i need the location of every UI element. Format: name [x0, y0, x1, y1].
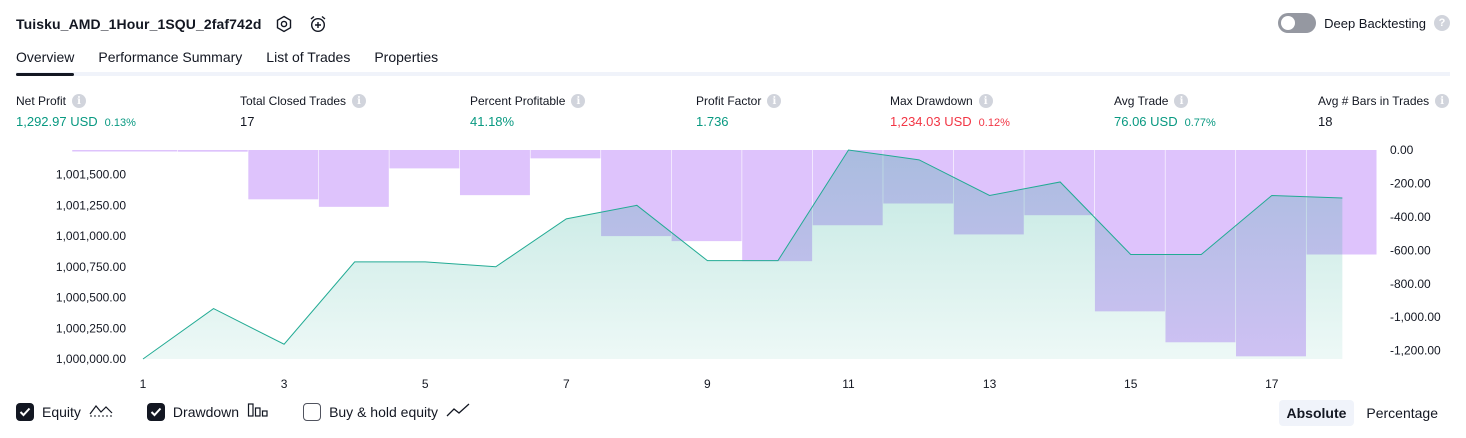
tab-performance-summary[interactable]: Performance Summary — [98, 49, 243, 65]
metric-value: 76.06 USD — [1114, 114, 1178, 129]
info-icon[interactable]: i — [1435, 94, 1450, 108]
tab-list-of-trades[interactable]: List of Trades — [266, 49, 351, 65]
strategy-name: Tuisku_AMD_1Hour_1SQU_2faf742d — [16, 16, 262, 32]
drawdown-bar — [318, 150, 389, 207]
chart-legend: Equity Drawdown Buy & hold equity — [16, 402, 504, 421]
metric-net-profit: Net Profit i 1,292.97 USD 0.13% — [16, 93, 136, 129]
drawdown-checkbox[interactable] — [146, 402, 165, 421]
metric-label: Net Profit — [16, 94, 67, 108]
metric-max-drawdown: Max Drawdown i 1,234.03 USD 0.12% — [890, 93, 1010, 129]
info-icon[interactable]: i — [978, 94, 993, 108]
percentage-button[interactable]: Percentage — [1366, 405, 1438, 421]
right-axis-tick: -800.00 — [1390, 277, 1431, 291]
equity-checkbox[interactable] — [16, 402, 34, 421]
report-tabs: Overview Performance Summary List of Tra… — [16, 42, 1450, 76]
legend-equity[interactable]: Equity — [16, 402, 113, 421]
left-axis-tick: 1,001,000.00 — [56, 229, 126, 243]
equity-line — [142, 149, 1343, 360]
metric-label: Profit Factor — [696, 94, 762, 108]
x-axis-tick: 17 — [1265, 377, 1279, 391]
tab-overview[interactable]: Overview — [16, 42, 75, 76]
metric-label: Avg Trade — [1114, 94, 1169, 108]
drawdown-bar — [671, 150, 742, 242]
alarm-add-icon[interactable] — [307, 13, 329, 35]
x-axis-tick: 11 — [842, 377, 855, 391]
metric-percent-profitable: Percent Profitable i 41.18% — [470, 93, 586, 129]
metric-percent: 0.77% — [1184, 117, 1216, 129]
legend-drawdown[interactable]: Drawdown — [146, 402, 269, 421]
metric-avg-trade: Avg Trade i 76.06 USD 0.77% — [1114, 93, 1216, 129]
right-axis-tick: -400.00 — [1390, 210, 1431, 224]
right-axis-tick: -1,200.00 — [1390, 344, 1441, 358]
left-axis-tick: 1,000,500.00 — [56, 291, 126, 305]
legend-label: Drawdown — [172, 403, 240, 420]
drawdown-bar — [530, 150, 601, 159]
right-axis-tick: -200.00 — [1390, 176, 1431, 190]
strategy-header: Tuisku_AMD_1Hour_1SQU_2faf742d — [16, 12, 329, 36]
settings-icon[interactable] — [273, 13, 295, 35]
help-icon[interactable]: ? — [1434, 15, 1450, 31]
metric-label: Avg # Bars in Trades — [1318, 94, 1430, 108]
left-axis-tick: 1,000,250.00 — [56, 321, 126, 335]
drawdown-bars-icon — [247, 402, 269, 421]
metric-value: 1,234.03 USD — [890, 114, 972, 129]
legend-label: Buy & hold equity — [329, 403, 439, 420]
metric-value: 17 — [240, 114, 255, 129]
right-axis-tick: -1,000.00 — [1390, 310, 1441, 324]
drawdown-bar — [459, 150, 530, 196]
info-icon[interactable]: i — [1174, 94, 1189, 108]
metric-value: 1.736 — [696, 114, 729, 129]
buy-hold-checkbox[interactable] — [303, 402, 322, 421]
metric-percent: 0.12% — [978, 117, 1010, 129]
metric-profit-factor: Profit Factor i 1.736 — [696, 93, 782, 129]
absolute-button[interactable]: Absolute — [1278, 400, 1355, 426]
metric-label: Total Closed Trades — [240, 94, 347, 108]
deep-backtesting: Deep Backtesting ? — [1278, 13, 1450, 33]
drawdown-bar — [72, 150, 178, 152]
metrics-row: Net Profit i 1,292.97 USD 0.13% Total Clos… — [0, 93, 1466, 133]
x-axis-tick: 7 — [563, 377, 570, 391]
metric-label: Max Drawdown — [890, 94, 973, 108]
drawdown-bar — [248, 150, 319, 200]
metric-value: 1,292.97 USD — [16, 114, 98, 129]
drawdown-bar — [389, 150, 460, 169]
info-icon[interactable]: i — [72, 94, 87, 108]
info-icon[interactable]: i — [767, 94, 782, 108]
right-axis-tick: -600.00 — [1390, 243, 1431, 257]
left-axis-tick: 1,000,750.00 — [56, 260, 126, 274]
x-axis-tick: 1 — [140, 377, 147, 391]
x-axis-tick: 9 — [704, 377, 711, 391]
x-axis-tick: 5 — [422, 377, 429, 391]
legend-buy-hold[interactable]: Buy & hold equity — [303, 402, 470, 421]
x-axis-tick: 13 — [983, 377, 997, 391]
equity-line-icon — [89, 402, 113, 421]
tab-properties[interactable]: Properties — [374, 49, 439, 65]
right-axis-tick: 0.00 — [1390, 143, 1414, 157]
drawdown-bar — [177, 150, 248, 152]
equity-area — [143, 150, 1343, 359]
metric-percent: 0.13% — [104, 117, 136, 129]
info-icon[interactable]: i — [571, 94, 586, 108]
equity-drawdown-chart[interactable]: 1,001,500.00 1,001,250.00 1,001,000.00 1,00… — [0, 138, 1466, 398]
x-axis-tick: 3 — [281, 377, 288, 391]
info-icon[interactable]: i — [352, 94, 367, 108]
metric-label: Percent Profitable — [470, 94, 566, 108]
left-axis-tick: 1,000,000.00 — [56, 352, 126, 366]
buy-hold-line-icon — [446, 402, 470, 421]
legend-label: Equity — [42, 403, 81, 420]
deep-backtesting-toggle[interactable] — [1278, 13, 1317, 33]
metric-avg-bars-in-trades: Avg # Bars in Trades i 18 — [1318, 93, 1450, 129]
deep-backtesting-label: Deep Backtesting — [1324, 15, 1426, 31]
metric-value: 41.18% — [470, 114, 515, 129]
x-axis-tick: 15 — [1124, 377, 1138, 391]
metric-value: 18 — [1318, 114, 1333, 129]
left-axis-tick: 1,001,250.00 — [56, 198, 126, 212]
metric-total-closed-trades: Total Closed Trades i 17 — [240, 93, 367, 129]
value-mode-toggle: Absolute Percentage — [1278, 400, 1447, 426]
left-axis-tick: 1,001,500.00 — [56, 168, 126, 182]
